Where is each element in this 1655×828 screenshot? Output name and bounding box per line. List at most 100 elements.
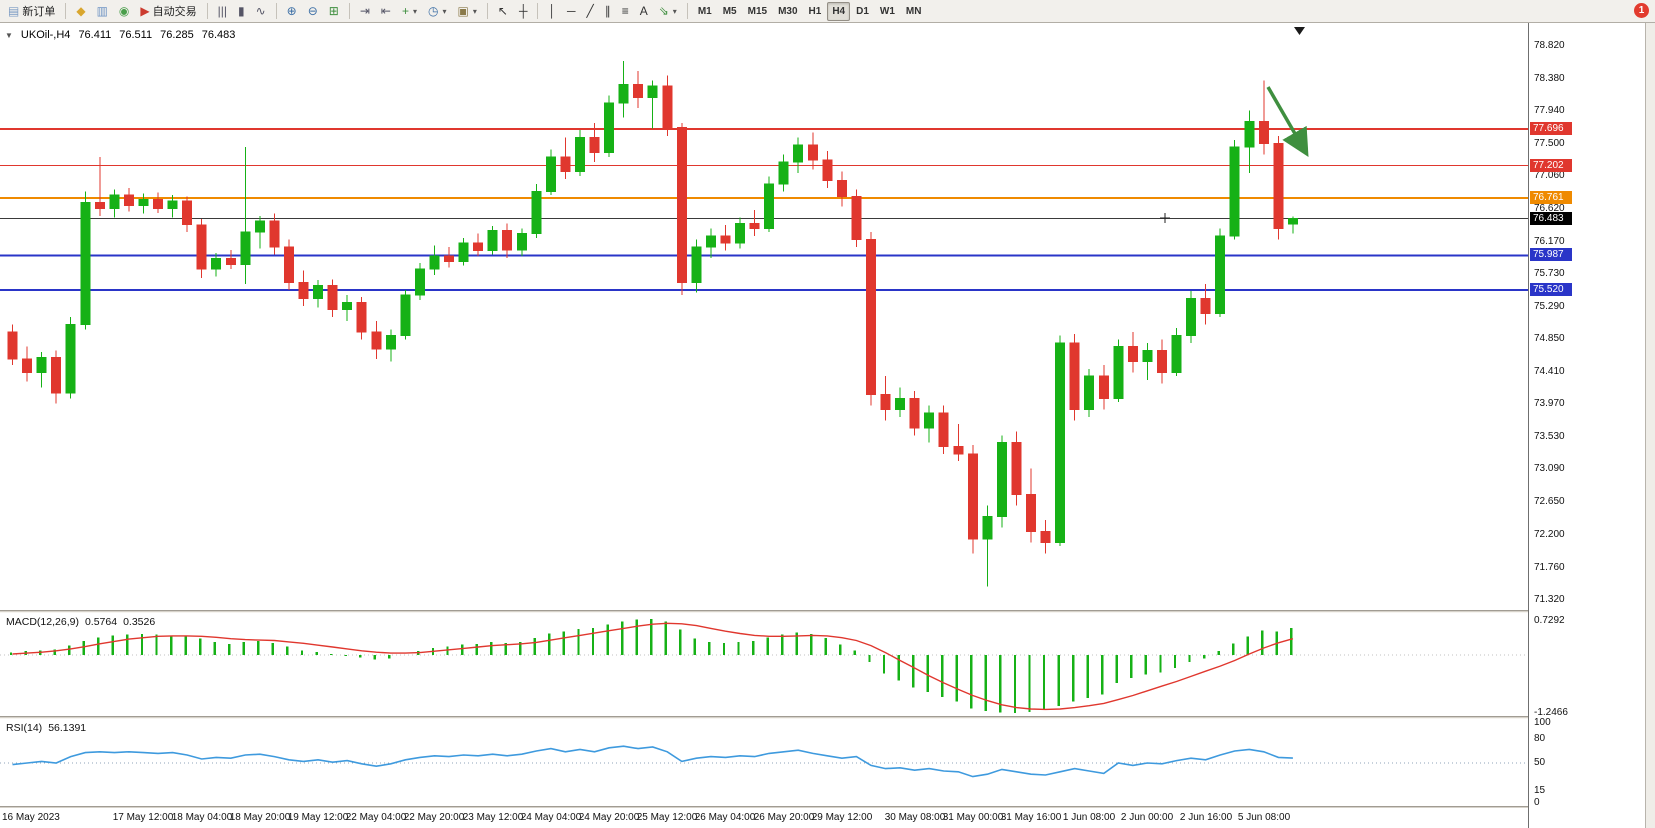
timeframe-m30-button[interactable]: M30	[773, 2, 802, 21]
chart-shift-icon[interactable]: ⇤	[376, 2, 396, 21]
new-order-button[interactable]: ▤ 新订单	[3, 2, 60, 21]
market-watch-icon: ◆	[76, 4, 86, 18]
line-chart-icon[interactable]: ∿	[251, 2, 271, 21]
timeframe-d1-button[interactable]: D1	[851, 2, 874, 21]
price-tick: 72.650	[1534, 495, 1565, 507]
navigator-icon: ◉	[118, 4, 130, 18]
panel-splitter-macd[interactable]	[0, 610, 1645, 613]
timeframe-m30-button-label: M30	[778, 5, 798, 17]
price-tick: 72.200	[1534, 529, 1565, 541]
price-axis[interactable]: 78.820 78.380 77.940 77.500 77.060 76.620 76.1…	[1528, 23, 1645, 828]
vertical-scrollbar[interactable]	[1645, 23, 1655, 828]
tile-windows-icon[interactable]: ⊞	[324, 2, 344, 21]
candle-body	[7, 331, 18, 360]
timeframe-m15-button[interactable]: M15	[743, 2, 772, 21]
zoom-in-icon: ⊕	[286, 4, 297, 18]
horizontal-lines	[0, 128, 1528, 291]
zoom-out-icon[interactable]: ⊖	[303, 2, 323, 21]
toolbar-separator	[275, 3, 277, 19]
candle-body	[938, 412, 949, 447]
candle-body	[545, 156, 556, 193]
price-level-badge: 75.987	[1530, 248, 1572, 262]
time-tick-label: 24 May 04:00	[520, 812, 582, 823]
candle-body	[65, 324, 76, 394]
candle-body	[531, 191, 542, 235]
channel-icon[interactable]: ∥	[600, 2, 616, 21]
toolbar-separator	[206, 3, 208, 19]
trendline-icon[interactable]: ╱	[581, 2, 598, 21]
timeframe-h1-button[interactable]: H1	[804, 2, 827, 21]
timeframe-w1-button[interactable]: W1	[875, 2, 900, 21]
candle-body	[953, 445, 964, 455]
chart-shift-marker-icon[interactable]	[1294, 27, 1305, 35]
auto-scroll-icon[interactable]: ⇥	[355, 2, 375, 21]
candle-body	[851, 196, 862, 240]
chart-title: ▼ UKOil-,H4 76.411 76.511 76.285 76.483	[5, 29, 235, 41]
notification-badge[interactable]: 1	[1634, 3, 1649, 18]
indicators-icon[interactable]: + ▾	[397, 2, 422, 21]
candle-body	[1055, 342, 1066, 543]
periods-icon[interactable]: ◷ ▾	[423, 2, 452, 21]
horizontal-line-icon[interactable]: ─	[562, 2, 581, 21]
candle-body	[676, 126, 687, 283]
collapse-icon[interactable]: ▼	[5, 30, 13, 40]
crosshair-marker	[1160, 213, 1170, 223]
templates-icon[interactable]: ▣ ▾	[453, 2, 482, 21]
candle-body	[967, 453, 978, 540]
crosshair-icon[interactable]: ┼	[514, 2, 533, 21]
zoom-in-icon[interactable]: ⊕	[282, 2, 302, 21]
rsi-panel-canvas[interactable]	[0, 719, 1528, 806]
time-tick-label: 2 Jun 16:00	[1179, 812, 1233, 823]
data-window-icon[interactable]: ▥	[92, 2, 113, 21]
high-value: 76.511	[119, 29, 153, 41]
toolbar-separator	[537, 3, 539, 19]
auto-trading-button[interactable]: ▶ 自动交易	[135, 2, 201, 21]
candle-body	[1186, 298, 1196, 337]
rsi-tick: 0	[1534, 797, 1540, 808]
navigator-icon[interactable]: ◉	[114, 2, 134, 21]
candle-body	[51, 357, 62, 394]
candle-body	[182, 200, 193, 226]
vertical-line-icon[interactable]: │	[543, 2, 561, 21]
candle-body	[604, 102, 615, 153]
candle-body	[283, 246, 294, 283]
fibonacci-icon[interactable]: ≡	[617, 2, 634, 21]
crosshair-icon: ┼	[518, 4, 528, 18]
candlestick-chart-icon[interactable]: ▮	[233, 2, 250, 21]
candle-body	[778, 161, 789, 185]
timeframe-w1-button-label: W1	[879, 5, 895, 17]
macd-panel-canvas[interactable]	[0, 613, 1528, 716]
candle-body	[691, 246, 702, 283]
candle-body	[822, 159, 833, 182]
candle-body	[1287, 218, 1298, 225]
candle-body	[618, 83, 629, 104]
timeframe-m5-button[interactable]: M5	[718, 2, 742, 21]
time-tick-label: 5 Jun 08:00	[1237, 812, 1291, 823]
macd-main-value: 0.5764	[84, 616, 118, 628]
time-axis[interactable]: 16 May 2023 17 May 12:00 18 May 04:00 18 Ma…	[0, 808, 1645, 828]
candle-body	[36, 357, 47, 374]
bar-chart-icon[interactable]: |||	[213, 2, 232, 21]
arrows-tool-icon[interactable]: ⇘ ▾	[654, 2, 682, 21]
panel-splitter-rsi[interactable]	[0, 716, 1645, 719]
candle-body	[342, 301, 353, 311]
timeframe-h4-button[interactable]: H4	[827, 1, 851, 21]
price-tick: 73.090	[1534, 463, 1565, 475]
timeframe-m1-button[interactable]: M1	[693, 2, 717, 21]
candle-body	[385, 335, 396, 350]
candle-body	[502, 230, 513, 251]
candle-body	[793, 144, 804, 163]
rsi-line	[12, 745, 1293, 778]
time-axis-border	[0, 806, 1645, 808]
trend-arrow-annotation[interactable]	[1266, 86, 1309, 158]
time-tick-label: 19 May 12:00	[287, 812, 349, 823]
timeframe-mn-button[interactable]: MN	[901, 2, 927, 21]
candle-body	[836, 179, 847, 198]
text-tool-icon[interactable]: A	[635, 2, 653, 21]
timeframe-h4-button-label: H4	[832, 5, 846, 17]
rsi-tick: 80	[1534, 733, 1546, 744]
market-watch-icon[interactable]: ◆	[71, 2, 90, 21]
cursor-icon[interactable]: ↖	[493, 2, 513, 21]
main-chart-canvas[interactable]	[0, 23, 1528, 610]
toolbar-separator	[486, 3, 488, 19]
